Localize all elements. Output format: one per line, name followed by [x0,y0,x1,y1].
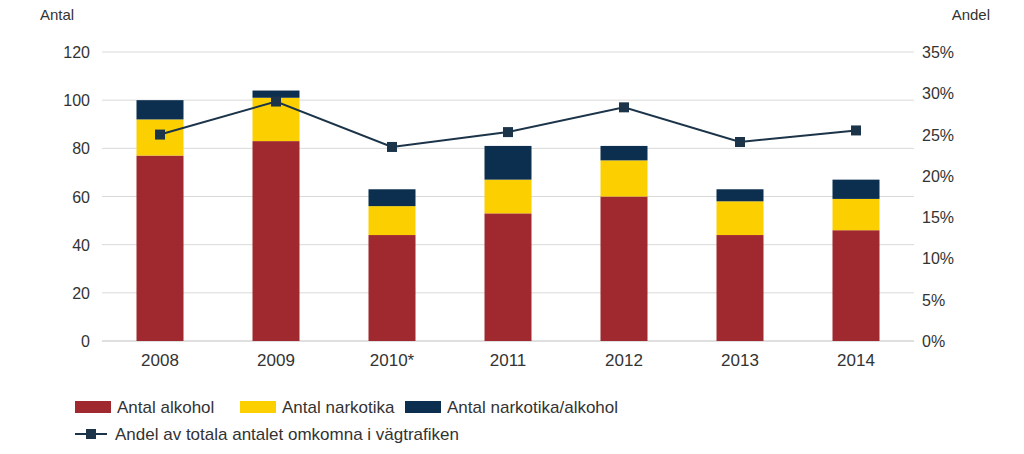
y2-tick-label: 35% [922,44,954,61]
bar-segment [485,180,532,214]
line [160,102,856,147]
chart-svg: 0 20 40 60 80 100 120 0% 5% 10% 15% 20% 25% 30% 35% Ant… [0,0,1024,454]
bar-segment [717,189,764,201]
bar-segment [601,160,648,196]
legend-label: Andel av totala antalet omkomna i vägtra… [115,425,459,444]
x-tick-label: 2010* [370,351,415,370]
legend-item: Antal narkotika/alkohol [405,398,618,417]
legend-swatch [405,401,441,413]
bar-segment [485,213,532,341]
y-tick-label: 20 [72,285,90,302]
y-tick-label: 80 [72,140,90,157]
bar-segment [253,141,300,341]
legend-swatch [240,401,276,413]
bar-segment [369,235,416,341]
y2-tick-label: 10% [922,250,954,267]
grid-line [102,52,914,53]
line-marker [503,127,513,137]
bar-segment [137,100,184,119]
x-tick-label: 2011 [490,351,527,370]
legend-item: Andel av totala antalet omkomna i vägtra… [75,425,459,444]
x-tick-label: 2014 [837,351,875,370]
y2-tick-label: 0% [922,333,945,350]
bar-segment [369,206,416,235]
y-axis-title: Antal [40,6,74,23]
bar-segment [833,230,880,341]
legend-marker [86,429,96,439]
line-marker [155,130,165,140]
line-marker [735,137,745,147]
bar-segment [833,180,880,199]
legend-label: Antal narkotika [282,398,395,417]
line-marker [271,97,281,107]
bar-segment [485,146,532,180]
bar-segment [369,189,416,206]
x-tick-label: 2012 [605,351,643,370]
bar-segment [601,146,648,160]
y2-axis-title: Andel [952,6,990,23]
plot-area [137,91,880,341]
line-marker [387,142,397,152]
legend-swatch [75,401,111,413]
y-tick-label: 120 [63,44,90,61]
line-marker [851,125,861,135]
chart-root: 0 20 40 60 80 100 120 0% 5% 10% 15% 20% 25% 30% 35% Ant… [0,0,1024,454]
bar-segment [833,199,880,230]
x-tick-label: 2009 [257,351,295,370]
bar-segment [137,119,184,155]
legend-label: Antal alkohol [117,398,214,417]
grid-line [102,100,914,101]
y2-tick-label: 5% [922,292,945,309]
x-tick-label: 2008 [141,351,179,370]
y-tick-label: 0 [81,333,90,350]
y2-tick-label: 15% [922,209,954,226]
y-tick-label: 40 [72,237,90,254]
y-tick-label: 100 [63,92,90,109]
legend-item: Antal narkotika [240,398,395,417]
legend-label: Antal narkotika/alkohol [447,398,618,417]
bar-segment [601,197,648,342]
bar-segment [717,201,764,235]
bar-segment [717,235,764,341]
bar-segment [137,156,184,341]
y-tick-label: 60 [72,189,90,206]
line-marker [619,102,629,112]
y2-tick-label: 30% [922,85,954,102]
y2-tick-label: 25% [922,127,954,144]
x-tick-label: 2013 [721,351,759,370]
legend-item: Antal alkohol [75,398,214,417]
y2-tick-label: 20% [922,168,954,185]
